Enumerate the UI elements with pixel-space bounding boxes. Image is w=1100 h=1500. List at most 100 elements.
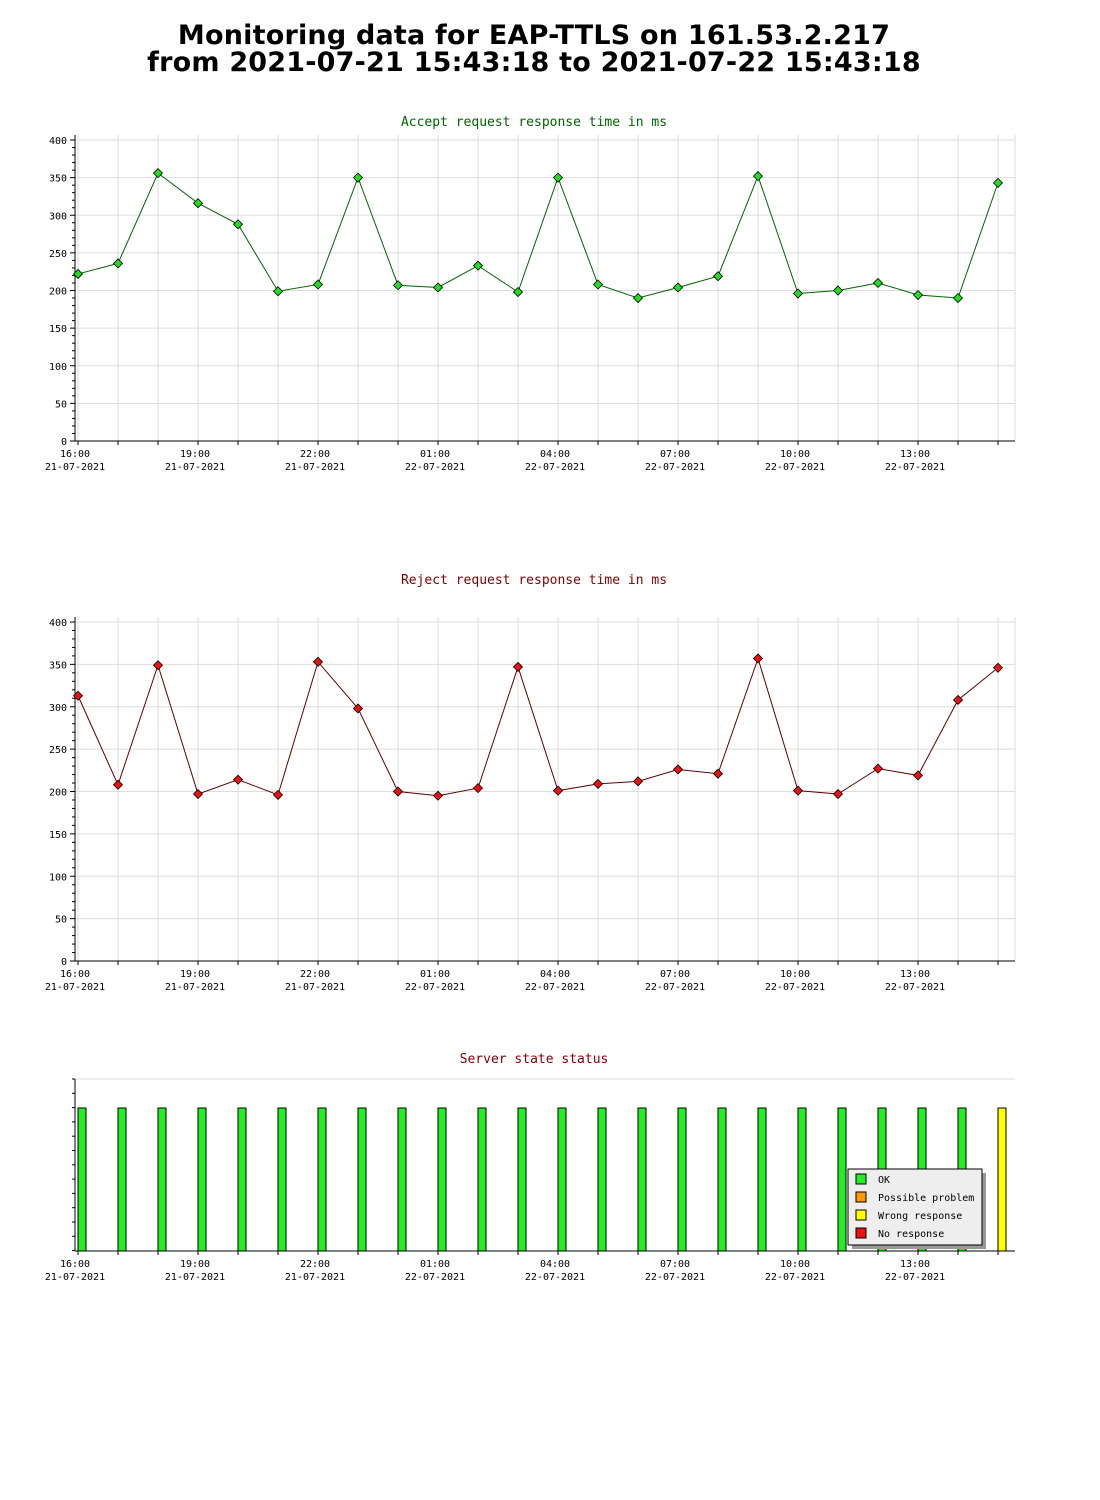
series-line — [77, 172, 999, 299]
x-tick-label-time: 04:00 — [540, 449, 570, 460]
x-tick-label-date: 22-07-2021 — [645, 1272, 705, 1283]
status-bar — [237, 1107, 247, 1252]
x-tick-label-date: 22-07-2021 — [525, 982, 585, 993]
data-point — [872, 763, 884, 774]
y-tick-label: 150 — [49, 324, 67, 335]
x-tick-label-time: 16:00 — [60, 969, 90, 980]
x-tick-label-time: 19:00 — [180, 449, 210, 460]
chart-title: Accept request response time in ms — [401, 115, 667, 130]
chart-title: Reject request response time in ms — [401, 573, 667, 588]
accept-response-chart: Accept request response time in ms 0 50 100… — [45, 115, 1016, 473]
data-point — [872, 277, 884, 289]
legend-swatch — [855, 1191, 867, 1203]
x-tick-label-date: 22-07-2021 — [765, 1272, 825, 1283]
data-point — [912, 289, 924, 301]
data-point — [192, 198, 204, 209]
data-point — [272, 789, 284, 800]
x-tick-label-date: 21-07-2021 — [285, 1272, 345, 1283]
page-title-line-2: from 2021-07-21 15:43:18 to 2021-07-22 1… — [147, 47, 921, 78]
data-point — [112, 779, 124, 790]
y-tick-label: 150 — [49, 830, 67, 841]
x-tick-label-time: 10:00 — [780, 1259, 810, 1270]
data-point — [792, 288, 804, 299]
data-point — [672, 764, 684, 775]
data-point — [72, 690, 84, 701]
server-status-chart: Server state status 16:00 21-07-2021 19:00 2… — [45, 1052, 1015, 1283]
y-tick-label: 50 — [55, 915, 67, 926]
x-tick-label-date: 22-07-2021 — [765, 462, 825, 473]
series-line — [77, 656, 999, 797]
data-point — [752, 653, 764, 664]
data-point — [312, 279, 324, 290]
status-bar — [277, 1107, 287, 1252]
x-tick-label-date: 21-07-2021 — [285, 462, 345, 473]
x-tick-label-time: 22:00 — [300, 449, 330, 460]
data-point — [352, 703, 364, 714]
data-point — [432, 282, 444, 293]
data-point — [152, 660, 164, 671]
data-point — [712, 768, 724, 779]
x-tick-label-time: 04:00 — [540, 969, 570, 980]
x-tick-label-time: 01:00 — [420, 969, 450, 980]
x-tick-label-time: 04:00 — [540, 1259, 570, 1270]
data-point — [952, 292, 964, 304]
data-point — [232, 219, 244, 230]
data-point — [152, 168, 164, 179]
y-tick-label: 100 — [49, 872, 67, 883]
data-point — [632, 776, 644, 787]
y-tick-label: 400 — [49, 618, 67, 629]
legend-label: No response — [878, 1229, 944, 1240]
x-tick-label-date: 22-07-2021 — [645, 462, 705, 473]
legend-box — [847, 1168, 983, 1246]
legend-label: Wrong response — [878, 1211, 962, 1222]
data-point — [352, 172, 364, 183]
data-point — [72, 268, 84, 280]
x-tick-label-date: 21-07-2021 — [165, 982, 225, 993]
data-point — [312, 656, 324, 667]
data-point — [112, 258, 124, 269]
y-tick-label: 400 — [49, 136, 67, 147]
data-point — [512, 286, 524, 298]
y-tick-label: 250 — [49, 745, 67, 756]
y-tick-label: 0 — [61, 957, 67, 968]
page-title: Monitoring data for EAP-TTLS on 161.53.2… — [0, 22, 1068, 76]
y-tick-label: 200 — [49, 788, 67, 799]
status-bar — [197, 1107, 207, 1252]
legend-label: OK — [878, 1175, 890, 1186]
status-bar — [837, 1107, 847, 1252]
x-tick-label-time: 07:00 — [660, 969, 690, 980]
data-point — [832, 788, 844, 800]
data-point — [552, 172, 564, 183]
data-point — [472, 783, 484, 794]
x-tick-label-date: 21-07-2021 — [45, 462, 105, 473]
x-tick-label-date: 22-07-2021 — [525, 462, 585, 473]
legend-swatch — [855, 1209, 867, 1221]
y-tick-label: 50 — [55, 399, 67, 410]
data-point — [392, 280, 404, 291]
x-tick-label-date: 22-07-2021 — [525, 1272, 585, 1283]
x-tick-label-time: 16:00 — [60, 449, 90, 460]
status-bar — [397, 1107, 407, 1252]
data-point — [632, 292, 644, 304]
legend-swatch — [855, 1227, 867, 1239]
status-bar — [557, 1107, 567, 1252]
x-tick-label-date: 22-07-2021 — [885, 1272, 945, 1283]
y-tick-label: 100 — [49, 362, 67, 373]
y-tick-label: 200 — [49, 287, 67, 298]
data-point — [192, 788, 204, 800]
x-tick-label-date: 22-07-2021 — [405, 462, 465, 473]
data-point — [432, 790, 444, 801]
status-bar — [437, 1107, 447, 1252]
y-tick-label: 300 — [49, 211, 67, 222]
data-point — [712, 271, 724, 282]
y-tick-label: 300 — [49, 703, 67, 714]
data-point — [992, 177, 1004, 188]
data-point — [952, 694, 964, 706]
y-tick-label: 350 — [49, 174, 67, 185]
x-tick-label-time: 13:00 — [900, 969, 930, 980]
x-tick-label-date: 21-07-2021 — [165, 1272, 225, 1283]
x-tick-label-date: 22-07-2021 — [405, 982, 465, 993]
data-point — [592, 279, 604, 290]
status-bar — [317, 1107, 327, 1252]
data-point — [472, 260, 484, 271]
